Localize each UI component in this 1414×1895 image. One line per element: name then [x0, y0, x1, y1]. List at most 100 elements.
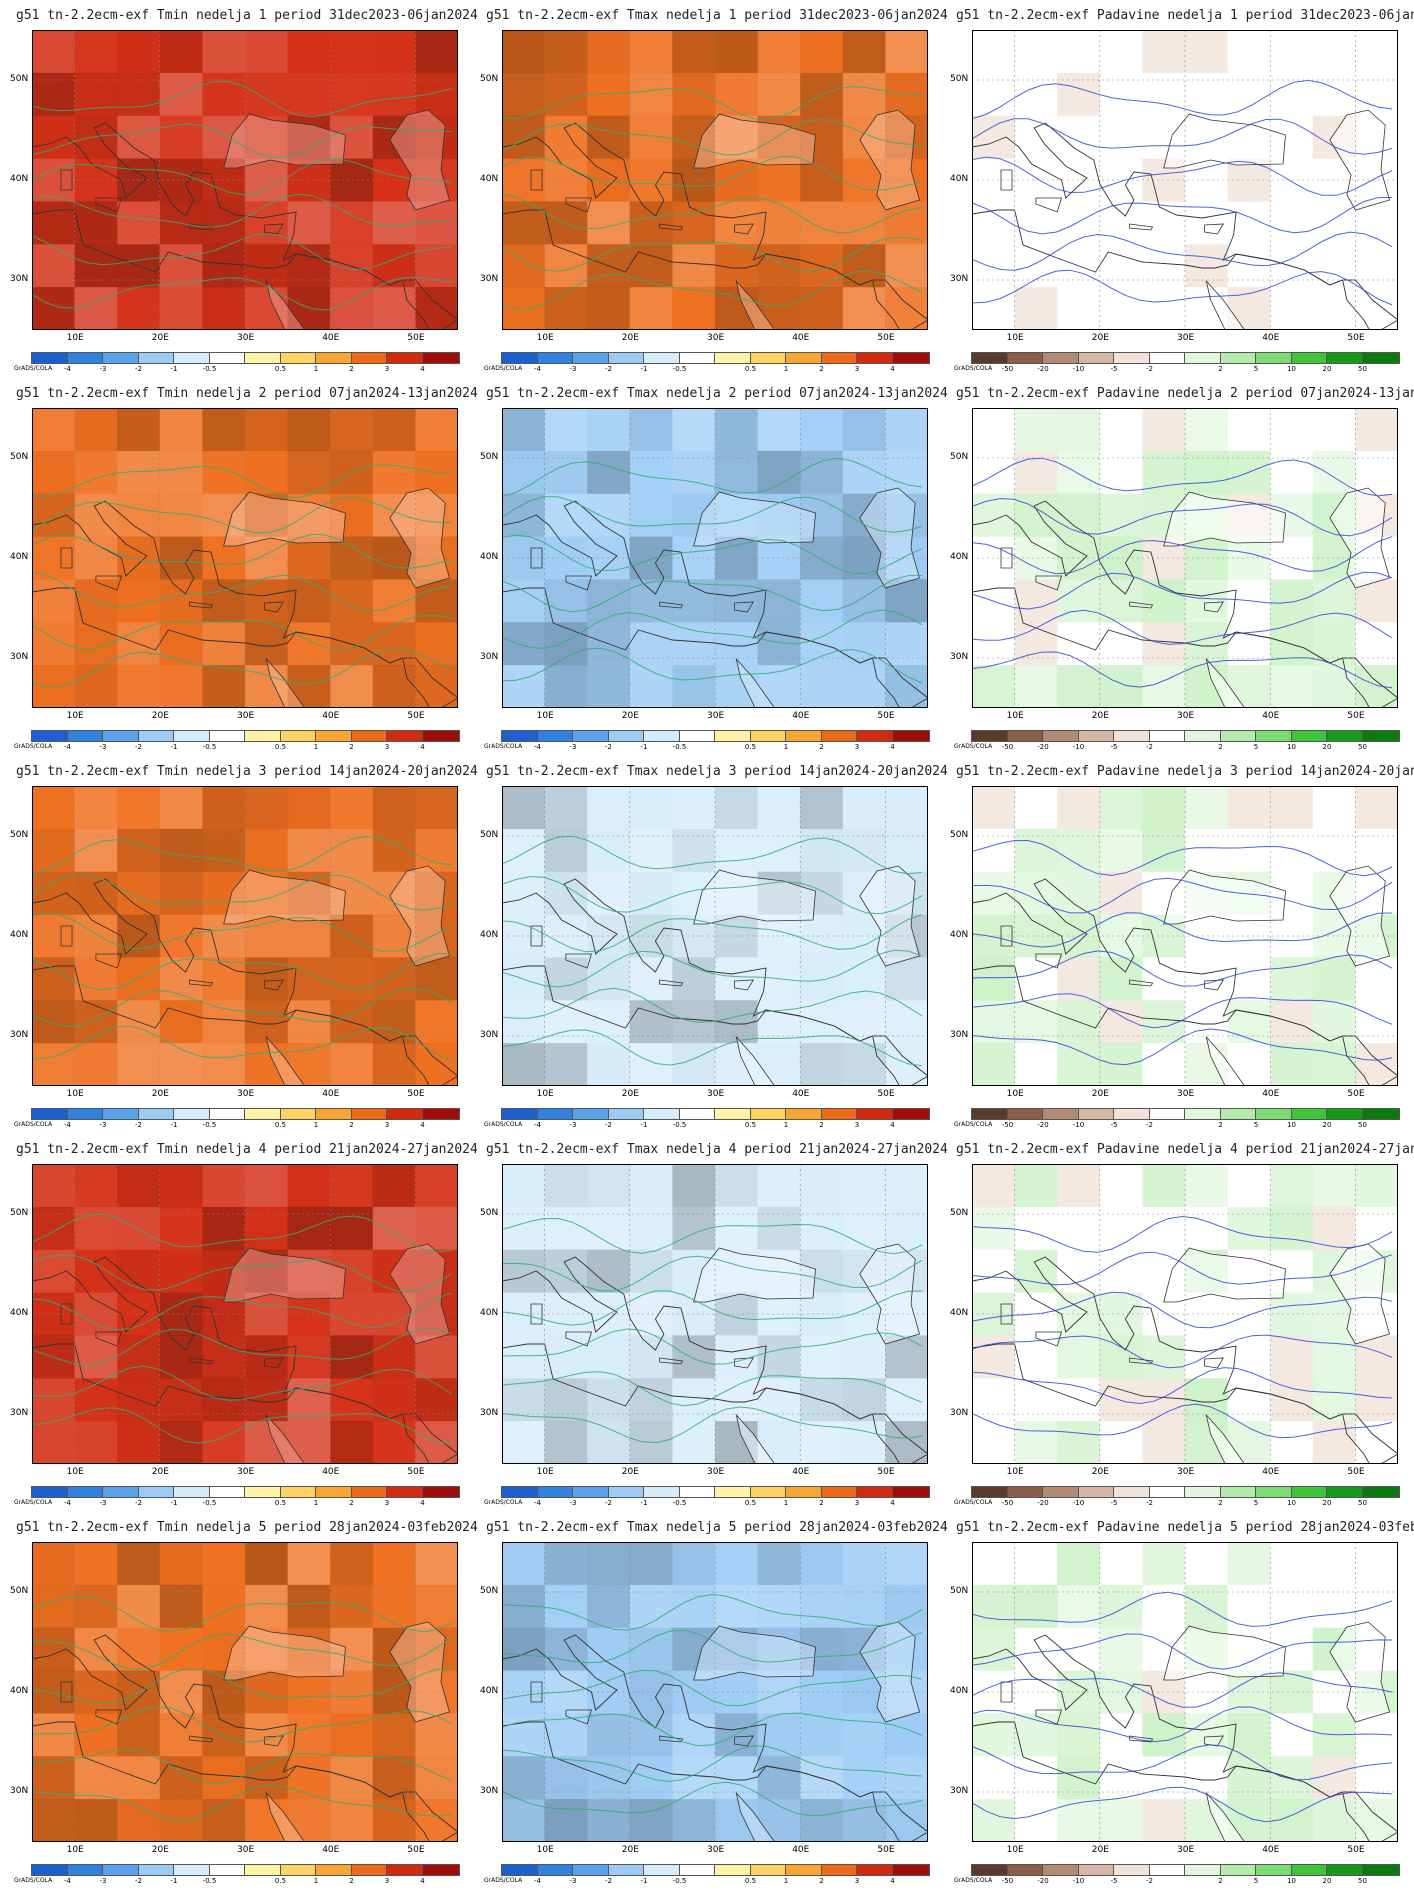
coastline	[972, 965, 1398, 1086]
anomaly-cell	[629, 1335, 673, 1379]
anomaly-cell	[202, 72, 246, 117]
anomaly-cell	[287, 828, 331, 873]
anomaly-cell	[1057, 1292, 1101, 1336]
anomaly-cell	[757, 1670, 801, 1714]
contour-line	[32, 533, 453, 569]
period-label: period 14jan2024-20jan2024	[736, 764, 948, 779]
anomaly-cell	[544, 201, 588, 245]
anomaly-cell	[842, 1542, 886, 1586]
colorbar-segment	[643, 1108, 681, 1120]
anomaly-cell	[587, 1670, 631, 1714]
anomaly-cell	[1057, 1542, 1101, 1586]
colorbar-segment	[315, 352, 353, 364]
anomaly-cell	[1057, 30, 1101, 74]
colorbar-segment	[643, 730, 681, 742]
map-panel-padavine-week-2: g51 tn-2.2ecm-exf Padavine nedelja 2 per…	[948, 380, 1414, 755]
map-canvas	[32, 786, 458, 1086]
colorbar-segment	[421, 1486, 460, 1498]
anomaly-cell	[1185, 914, 1229, 958]
anomaly-cell	[1355, 1542, 1398, 1586]
anomaly-cell	[1185, 786, 1229, 830]
anomaly-cell	[415, 786, 458, 830]
map-area	[32, 408, 458, 708]
colorbar-label: 0.5	[274, 1121, 287, 1129]
anomaly-cell	[1099, 493, 1143, 538]
anomaly-cell	[1142, 1043, 1186, 1086]
anomaly-cell	[502, 1421, 546, 1464]
anomaly-cell	[629, 30, 673, 74]
anomaly-cell	[757, 1000, 801, 1044]
anomaly-cell	[202, 30, 246, 74]
anomaly-cell	[715, 1292, 759, 1336]
anomaly-cell	[415, 622, 458, 666]
anomaly-cell	[1099, 828, 1143, 873]
colorbar-segment	[1077, 1864, 1116, 1876]
anomaly-cell	[117, 1799, 161, 1842]
anomaly-cell	[715, 1164, 759, 1208]
anomaly-cell	[800, 201, 844, 245]
sea-outline	[693, 491, 816, 547]
panel-title: g51 tn-2.2ecm-exf Tmin nedelja 1 period …	[16, 8, 478, 23]
contour-line	[32, 1365, 453, 1401]
contour-line	[972, 536, 1393, 575]
colorbar-label: 1	[783, 1499, 789, 1507]
anomaly-cell	[629, 1542, 673, 1586]
grads-credit: GrADS/COLA	[14, 1121, 53, 1128]
colorbar-label: 2	[819, 1877, 824, 1885]
colorbar-label: 4	[420, 1121, 425, 1129]
anomaly-cell	[372, 1584, 416, 1629]
anomaly-cell	[800, 1584, 844, 1629]
colorbar-segment	[1042, 1486, 1080, 1498]
model-label: g51	[16, 8, 40, 23]
colorbar-label: -4	[534, 1499, 541, 1507]
contour-line	[502, 457, 923, 498]
contour-line	[972, 118, 1393, 155]
lat-tick-label: 30N	[480, 652, 499, 662]
island-coastline	[565, 953, 593, 969]
week-label: nedelja 4	[188, 1142, 267, 1157]
lon-tick-label: 10E	[1006, 711, 1024, 721]
anomaly-cell	[159, 450, 203, 495]
anomaly-cell	[1014, 1206, 1058, 1251]
anomaly-cell	[842, 1421, 886, 1464]
colorbar-label: 2	[349, 365, 354, 373]
colorbar-segment	[66, 1108, 105, 1120]
anomaly-cell	[1185, 1713, 1229, 1757]
variable-label: Padavine	[1089, 8, 1160, 23]
colorbar-segment	[350, 1108, 389, 1120]
anomaly-cell	[842, 1799, 886, 1842]
anomaly-cell	[544, 622, 588, 666]
anomaly-cell	[1014, 536, 1058, 580]
anomaly-cell	[330, 1799, 374, 1842]
colorbar-segment	[785, 1108, 823, 1120]
colorbar-segment	[501, 352, 539, 364]
anomaly-cell	[757, 244, 801, 288]
panel-title: g51 tn-2.2ecm-exf Tmax nedelja 4 period …	[486, 1142, 948, 1157]
colorbar-segment	[1148, 1108, 1187, 1120]
anomaly-cell	[672, 201, 716, 245]
anomaly-cell	[1227, 786, 1271, 830]
colorbar-label: -5	[1110, 365, 1118, 373]
anomaly-cell	[972, 201, 1016, 245]
anomaly-cell	[972, 244, 1016, 288]
anomaly-cell	[672, 1713, 716, 1757]
island-coastline	[734, 223, 755, 235]
lat-tick-label: 40N	[480, 1686, 499, 1696]
anomaly-cell	[672, 622, 716, 666]
anomaly-cell	[245, 1542, 289, 1586]
colorbar-label: 0.5	[744, 1121, 757, 1129]
anomaly-cell	[159, 1335, 203, 1379]
anomaly-cell	[32, 579, 76, 623]
anomaly-cell	[502, 450, 546, 495]
period-label: period 28jan2024-03feb2024	[266, 1520, 478, 1535]
anomaly-cell	[972, 450, 1016, 495]
contour-line	[32, 835, 453, 876]
anomaly-cell	[1270, 1542, 1314, 1586]
island-coastline	[565, 1709, 593, 1725]
colorbar-label: -2	[1146, 1499, 1153, 1507]
anomaly-cell	[1014, 450, 1058, 495]
anomaly-cell	[1355, 287, 1398, 330]
colorbar-label: 10	[1287, 1499, 1296, 1507]
anomaly-cell	[842, 957, 886, 1001]
anomaly-cell	[544, 115, 588, 160]
